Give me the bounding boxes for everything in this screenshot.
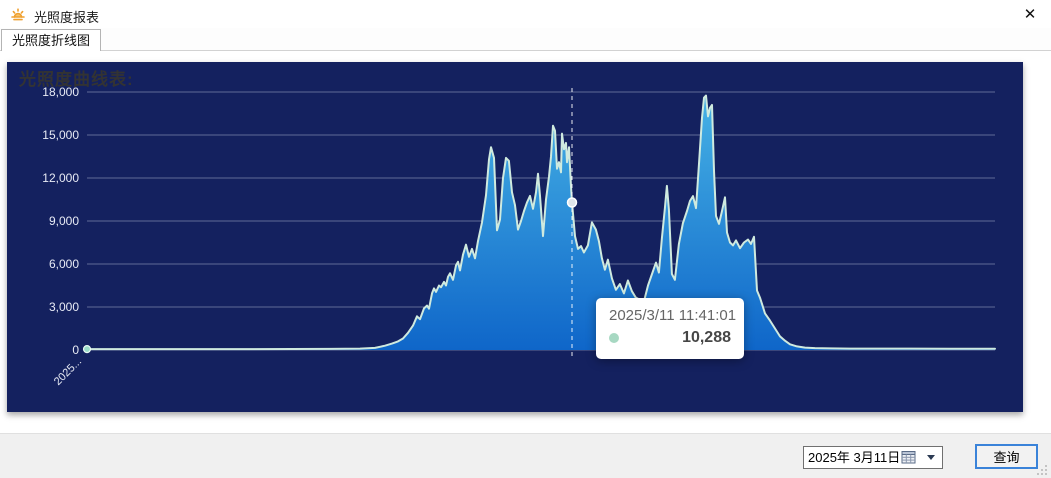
svg-text:9,000: 9,000 [49,214,79,228]
tab-page: 0 3,000 6,000 9,000 12,000 15,000 18,000 2025..… [0,51,1051,433]
series-dot-icon [609,333,619,343]
chevron-down-icon[interactable] [927,455,935,460]
svg-text:15,000: 15,000 [42,128,79,142]
resize-grip[interactable] [1035,463,1048,476]
svg-text:12,000: 12,000 [42,171,79,185]
tab-strip: 光照度折线图 [0,28,1051,51]
svg-text:0: 0 [72,343,79,357]
chart-panel: 0 3,000 6,000 9,000 12,000 15,000 18,000 2025..… [7,62,1023,412]
svg-text:18,000: 18,000 [42,85,79,99]
window-title: 光照度报表 [34,10,100,25]
title-bar: 光照度报表 ✕ [0,0,1051,28]
close-icon[interactable]: ✕ [1023,6,1037,23]
svg-text:3,000: 3,000 [49,300,79,314]
svg-text:2025...: 2025... [52,356,84,388]
tooltip-datetime: 2025/3/11 11:41:01 [609,307,737,324]
chart-title: 光照度曲线表: [19,70,134,89]
tab-line-chart[interactable]: 光照度折线图 [1,29,102,51]
svg-text:6,000: 6,000 [49,257,79,271]
query-button[interactable]: 查询 [975,444,1038,469]
date-picker[interactable]: 2025年 3月11日 [803,446,943,469]
sunrise-icon [11,8,25,21]
tooltip-value: 10,288 [682,329,731,346]
date-picker-value[interactable]: 2025年 3月11日 [808,450,901,465]
chart-plot[interactable]: 0 3,000 6,000 9,000 12,000 15,000 18,000 2025..… [7,62,1023,412]
chart-tooltip: 2025/3/11 11:41:01 10,288 [596,298,744,359]
footer-bar: 2025年 3月11日 查询 [0,433,1051,478]
calendar-icon[interactable] [901,450,916,464]
